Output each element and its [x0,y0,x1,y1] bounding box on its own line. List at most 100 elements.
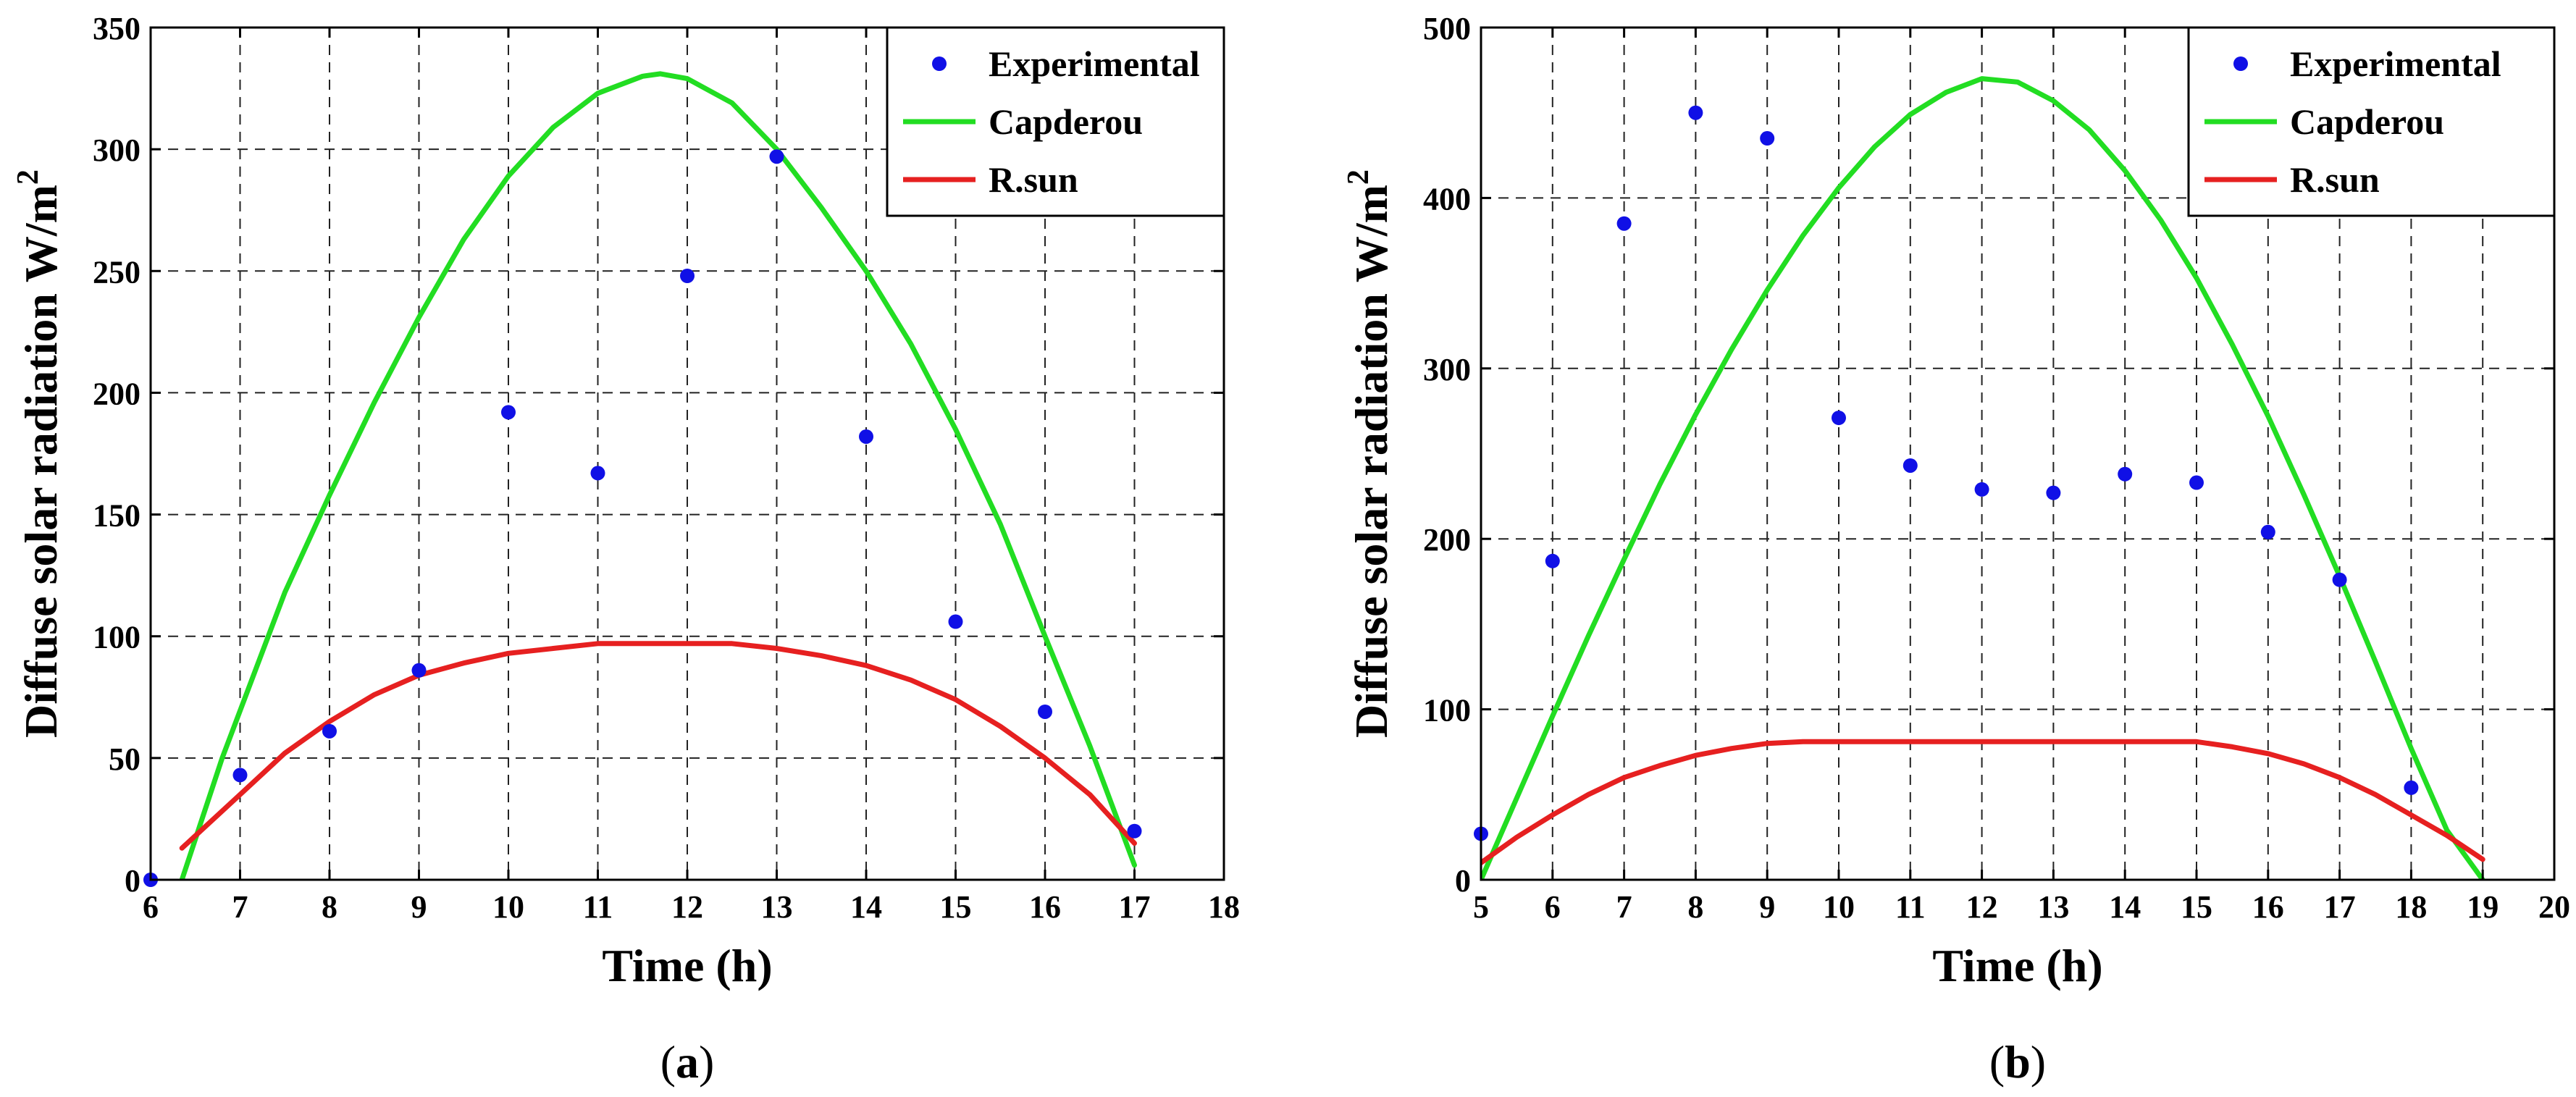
data-point [2189,475,2204,490]
y-axis-label-main: Diffuse solar radiation W/m [1346,185,1397,738]
x-tick-label: 20 [2538,889,2570,925]
data-point [1974,482,1989,497]
y-tick-label: 300 [1423,352,1471,387]
y-tick-label: 500 [1423,11,1471,46]
x-tick-label: 7 [1616,889,1632,925]
data-point [1760,131,1775,146]
y-tick-label: 350 [93,11,140,46]
panel-caption: (a) [660,1036,715,1088]
x-tick-label: 10 [1823,889,1855,925]
panel-caption-letter: a [676,1036,699,1088]
x-tick-label: 7 [232,889,248,925]
legend-label: Capderou [2290,101,2444,142]
chart-panel-a: 6 7 8 9 10 11 12 13 14 15 16 17 18 0 50 100 150 200 250 300… [12,11,1240,1088]
y-tick-label: 150 [93,498,140,534]
data-point [2404,780,2419,795]
x-tick-label: 12 [671,889,703,925]
x-tick-label: 16 [1029,889,1061,925]
axes-frame [1480,26,2556,881]
series-group [179,71,1137,880]
x-tick-label: 5 [1473,889,1489,925]
y-tick-label: 50 [109,741,140,777]
data-point [2332,572,2347,587]
panel-caption-letter: b [2005,1036,2031,1088]
series-line-capderou [179,71,1137,880]
x-tick-label: 6 [143,889,159,925]
x-tick-label: 11 [1895,889,1926,925]
x-tick-label: 10 [492,889,524,925]
legend-marker-experimental [2233,56,2248,71]
legend-marker-experimental [932,56,947,71]
x-axis-label: Time (h) [602,940,772,991]
y-tick-label: 200 [1423,522,1471,558]
x-tick-label: 13 [2037,889,2069,925]
legend-label: Experimental [2290,43,2501,84]
legend-label: R.sun [989,159,1078,200]
data-point [680,269,695,284]
series-line-r-sun [179,641,1137,851]
y-tick-label: 100 [1423,693,1471,728]
y-tick-label: 100 [93,620,140,655]
x-tick-label: 17 [1119,889,1151,925]
data-point [1545,553,1560,568]
data-point [948,614,963,629]
data-point [2118,466,2133,482]
panel-caption: (b) [1989,1036,2046,1088]
data-point [1688,105,1703,120]
data-point [411,663,427,678]
data-point [232,768,248,783]
y-axis-label-superscript: 2 [1342,169,1375,185]
y-axis-label-superscript: 2 [12,169,45,185]
data-point [1038,704,1052,719]
x-tick-label: 17 [2324,889,2356,925]
y-tick-label: 300 [93,133,140,168]
x-tick-label: 16 [2252,889,2284,925]
data-point [1616,216,1632,231]
data-point [1902,458,1918,473]
x-tick-label: 18 [2395,889,2427,925]
x-tick-label: 11 [583,889,613,925]
y-tick-label: 0 [125,863,140,899]
x-tick-label: 6 [1545,889,1561,925]
chart-panel-b: 5 6 7 8 9 10 11 12 13 14 15 16 17 18 19 200100200300400… [1342,11,2570,1088]
y-axis-label: Diffuse solar radiation W/m2 [1342,169,1397,738]
y-tick-label: 250 [93,254,140,290]
x-tick-label: 9 [411,889,427,925]
x-tick-label: 15 [940,889,972,925]
x-tick-label: 14 [850,889,882,925]
x-tick-label: 8 [322,889,337,925]
data-point [769,149,784,164]
x-tick-label: 12 [1966,889,1998,925]
y-tick-label: 400 [1423,181,1471,217]
x-tick-label: 8 [1687,889,1703,925]
x-tick-label: 15 [2181,889,2212,925]
y-tick-label: 200 [93,376,140,411]
data-point [2046,485,2061,500]
data-point [1127,823,1142,838]
x-tick-label: 9 [1759,889,1775,925]
data-point [859,429,873,444]
series-line-r-sun [1481,739,2485,865]
x-tick-label: 19 [2467,889,2499,925]
data-point [1832,411,1846,426]
data-point [501,405,516,420]
x-tick-label: 18 [1208,889,1240,925]
legend: Experimental Capderou R.sun [886,26,1225,217]
grid [151,28,1224,880]
data-point [2260,524,2275,539]
series-group [1481,76,2485,880]
legend-label: Experimental [989,43,1200,84]
legend: Experimental Capderou R.sun [2187,26,2556,217]
data-point [590,466,605,481]
legend-label: R.sun [2290,159,2380,200]
series-line-capderou [1481,76,2485,880]
data-point [322,723,337,739]
x-tick-label: 13 [761,889,793,925]
x-tick-label: 14 [2109,889,2141,925]
y-axis-label: Diffuse solar radiation W/m2 [12,169,67,738]
legend-label: Capderou [989,101,1143,142]
y-tick-label: 0 [1455,863,1471,899]
x-axis-label: Time (h) [1932,940,2102,991]
